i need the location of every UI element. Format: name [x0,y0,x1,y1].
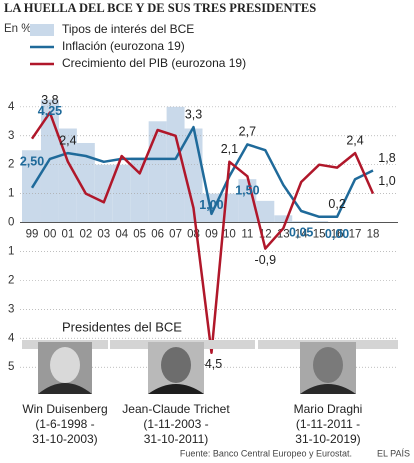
value-label: 1,50 [235,183,259,197]
x-tick-label: 00 [44,229,57,241]
area-step [310,221,329,223]
value-label: 3,3 [185,107,202,121]
area-step [166,106,185,223]
x-tick-label: 10 [223,229,236,241]
x-tick-label: 16 [331,229,344,241]
president-term: 31-10-2011) [144,432,209,446]
area-step [148,121,167,223]
legend-label: Crecimiento del PIB (eurozona 19) [62,56,246,70]
chart-title: LA HUELLA DEL BCE Y DE SUS TRES PRESIDEN… [4,1,316,15]
value-label: 3,8 [41,93,58,107]
value-label: -0,9 [255,253,277,267]
y-tick-label: 2 [8,274,14,286]
area-step [94,164,113,223]
value-label: 2,4 [59,133,76,147]
value-label: 0,2 [328,197,345,211]
x-tick-label: 14 [295,229,308,241]
y-tick-label: 1 [8,188,14,200]
area-step [256,200,275,223]
y-tick-label: 5 [8,361,14,373]
value-label: 1,0 [378,174,395,188]
value-label: 0,00 [325,227,349,241]
value-label: 4,25 [38,104,62,118]
value-label: 2,7 [239,125,256,139]
y-tick-label: 0 [8,217,14,229]
legend-label: Tipos de interés del BCE [62,22,194,36]
president-name: Win Duisenberg [22,402,107,416]
legend-swatch [30,24,54,36]
presidents-title: Presidentes del BCE [62,319,182,334]
y-tick-label: 3 [8,303,14,315]
president-term: 31-10-2003) [32,432,97,446]
president-term: (1-6-1998 - [35,417,94,431]
y-axis-label: En % [4,23,32,35]
x-tick-label: 15 [313,229,326,241]
value-label: 0,05 [289,225,313,239]
area-step [76,142,95,223]
x-tick-label: 17 [349,229,362,241]
area-step [292,221,311,223]
value-label: 1,00 [199,198,223,212]
x-tick-label: 99 [26,229,39,241]
x-tick-label: 11 [241,229,253,241]
area-step [274,215,293,223]
x-tick-label: 02 [79,229,92,241]
x-tick-label: 04 [115,229,128,241]
x-tick-label: 01 [61,229,74,241]
x-tick-label: 06 [151,229,164,241]
area-step [130,157,149,223]
y-tick-label: 4 [8,101,15,113]
president-term: (1-11-2011 - [296,417,360,431]
x-tick-label: 07 [169,229,182,241]
y-tick-label: 4 [8,332,15,344]
value-label: -4,5 [201,357,223,371]
y-tick-label: 3 [8,130,14,142]
value-label: 2,4 [346,133,363,147]
photo [38,342,92,394]
brand: EL PAÍS [377,448,410,458]
area-step [112,164,131,223]
y-tick-label: 1 [8,246,14,258]
president-term: 31-10-2019) [295,432,360,446]
x-tick-label: 05 [133,229,146,241]
line [30,111,375,354]
y-tick-label: 2 [8,159,14,171]
photo [300,342,356,394]
value-label: 1,8 [378,151,395,165]
x-tick-label: 09 [205,229,218,241]
x-tick-label: 18 [367,229,380,241]
photo [148,342,204,394]
president-term: (1-11-2003 - [143,417,208,431]
x-tick-label: 03 [97,229,110,241]
source: Fuente: Banco Central Europeo y Eurostat… [180,448,352,458]
value-label: 2,50 [20,155,44,169]
president-name: Jean-Claude Trichet [122,402,230,416]
line [30,125,374,219]
president-name: Mario Draghi [294,402,363,416]
value-label: 2,1 [221,142,238,156]
legend-label: Inflación (eurozona 19) [62,39,185,53]
